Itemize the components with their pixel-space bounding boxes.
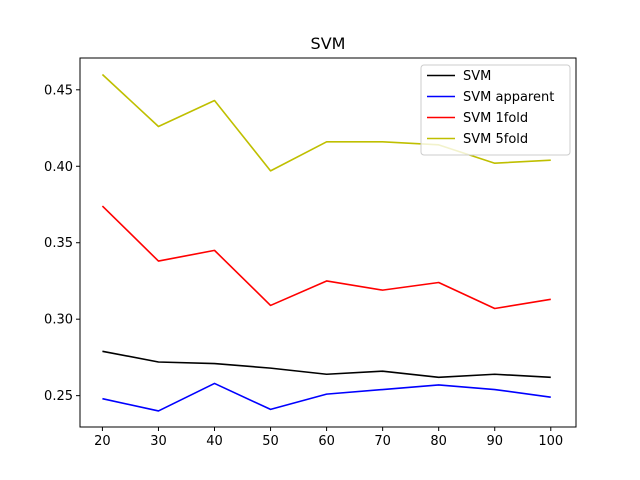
y-tick-label: 0.25 (44, 389, 73, 404)
legend-label: SVM (463, 69, 491, 84)
legend-label: SVM 1fold (463, 111, 528, 126)
legend-label: SVM 5fold (463, 132, 528, 147)
y-tick-label: 0.45 (44, 83, 73, 98)
y-axis: 0.25 0.30 0.35 0.40 0.45 (44, 83, 80, 404)
chart-title: SVM (311, 34, 346, 53)
legend-label: SVM apparent (463, 90, 554, 105)
y-tick-label: 0.30 (44, 313, 73, 328)
x-tick-label: 60 (318, 434, 335, 449)
x-tick-label: 70 (374, 434, 391, 449)
x-axis: 20 30 40 50 60 70 80 90 100 (94, 427, 563, 449)
y-tick-label: 0.35 (44, 236, 73, 251)
x-tick-label: 20 (94, 434, 111, 449)
legend-box (420, 64, 571, 156)
x-tick-label: 50 (262, 434, 279, 449)
x-tick-label: 40 (206, 434, 223, 449)
x-tick-label: 30 (150, 434, 167, 449)
y-tick-label: 0.40 (44, 160, 73, 175)
series-layer (101, 73, 551, 412)
x-tick-label: 80 (430, 434, 447, 449)
x-tick-label: 90 (486, 434, 503, 449)
x-tick-label: 100 (538, 434, 563, 449)
legend: SVM SVM apparent SVM 1fold SVM 5fold (420, 64, 571, 156)
